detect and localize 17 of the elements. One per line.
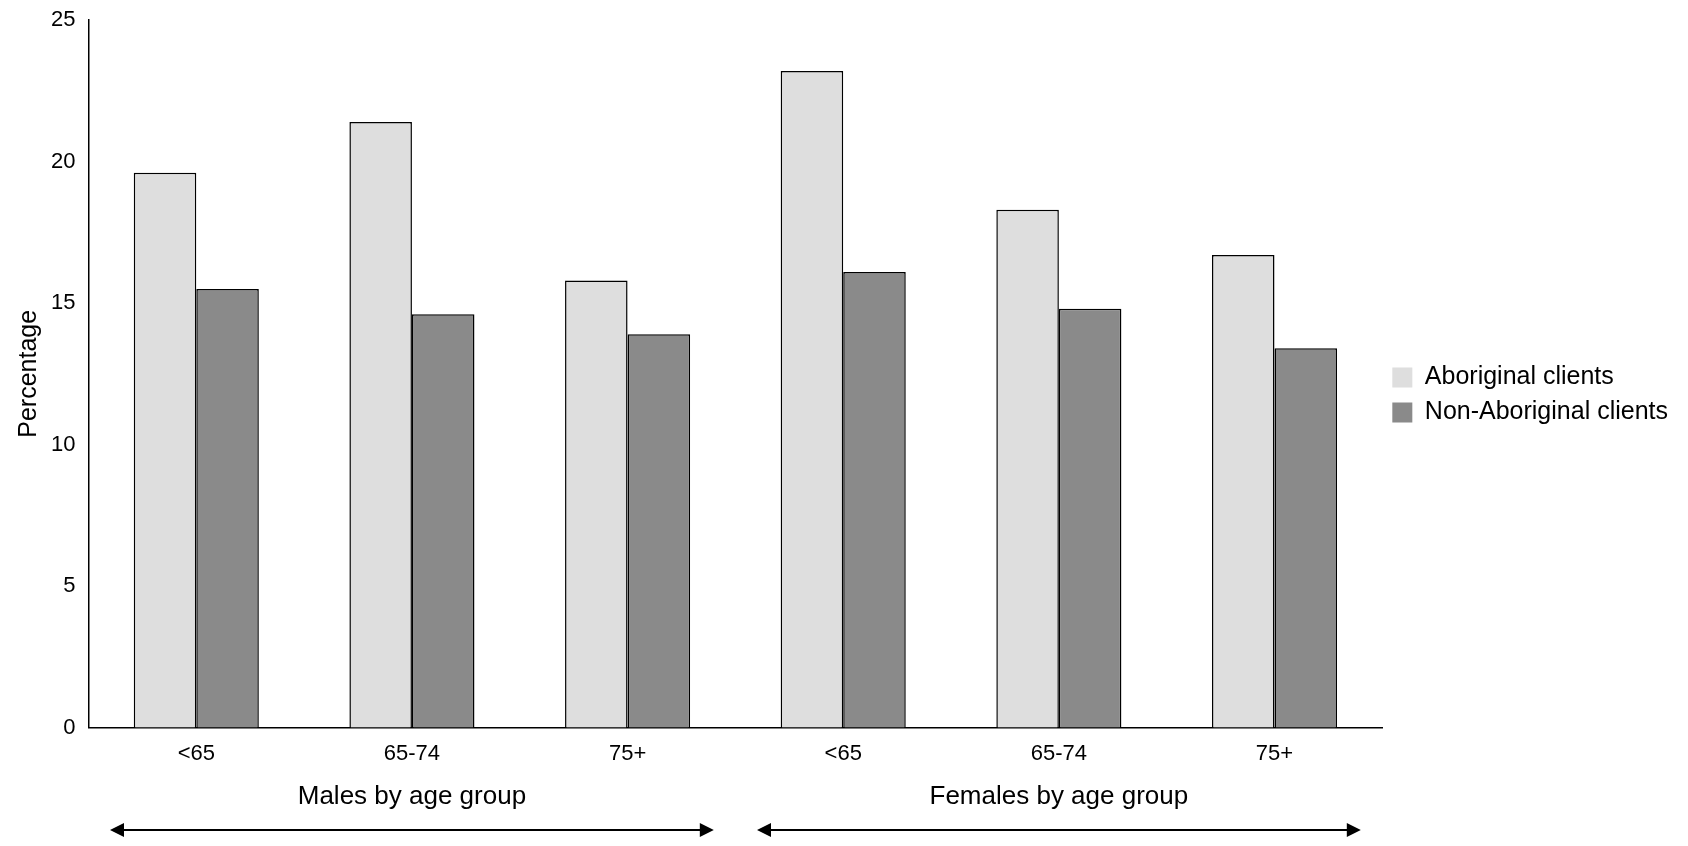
- y-tick-label: 15: [50, 289, 76, 315]
- x-tick-label: 75+: [608, 739, 647, 765]
- text: Males by age group: [297, 780, 527, 811]
- legend-label: Aboriginal clients: [1424, 361, 1614, 390]
- text: Females by age group: [929, 780, 1189, 811]
- y-tick-label: 25: [50, 6, 76, 32]
- legend-label: Non-Aboriginal clients: [1424, 396, 1669, 425]
- x-tick-label: 65-74: [383, 739, 441, 765]
- y-axis-title: Percentage: [12, 309, 41, 438]
- x-tick-label: <65: [824, 739, 862, 765]
- y-tick-label: 20: [50, 147, 76, 173]
- x-tick-label: 75+: [1255, 739, 1294, 765]
- y-tick-label: 0: [63, 713, 76, 739]
- x-tick-label: <65: [177, 739, 215, 765]
- y-tick-label: 10: [50, 430, 76, 456]
- y-tick-label: 5: [63, 572, 76, 598]
- x-tick-label: 65-74: [1030, 739, 1087, 765]
